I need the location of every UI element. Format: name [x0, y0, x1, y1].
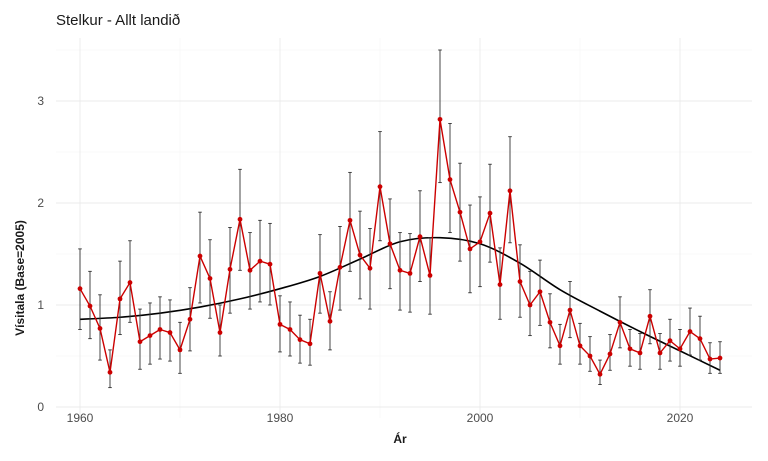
data-point — [347, 217, 353, 223]
data-point — [487, 210, 493, 216]
data-point — [547, 319, 553, 325]
data-point — [407, 270, 413, 276]
data-point — [207, 276, 213, 281]
data-point — [287, 327, 293, 332]
data-point — [87, 303, 93, 309]
data-point — [497, 282, 503, 287]
data-point — [367, 265, 373, 271]
data-point — [457, 209, 463, 215]
data-point — [327, 318, 333, 324]
data-point — [177, 347, 183, 353]
data-point — [257, 258, 263, 264]
data-point — [97, 326, 103, 331]
x-axis-title: Ár — [393, 431, 407, 446]
data-point — [687, 329, 693, 334]
data-point — [517, 279, 523, 284]
data-point — [537, 289, 543, 295]
x-tick-label: 1960 — [67, 411, 94, 425]
y-axis-title: Vísitala (Base=2005) — [13, 220, 27, 336]
data-point — [527, 302, 533, 308]
data-point — [477, 239, 483, 245]
data-point — [507, 188, 513, 194]
data-point — [697, 336, 703, 342]
data-point — [657, 350, 663, 356]
data-point — [567, 307, 573, 313]
data-point — [377, 184, 383, 190]
data-point — [637, 350, 643, 356]
data-point — [627, 346, 633, 352]
data-point — [677, 346, 683, 352]
data-point — [417, 234, 423, 240]
tick-labels: 1960 1980 2000 2020 0 1 2 3 — [37, 94, 693, 425]
data-point — [597, 371, 603, 377]
data-point — [267, 261, 273, 267]
data-point — [397, 267, 403, 273]
data-point — [77, 286, 83, 292]
data-point — [467, 246, 473, 252]
data-point — [277, 321, 283, 327]
data-point — [387, 241, 393, 247]
data-point — [647, 313, 653, 319]
data-point — [357, 252, 363, 258]
data-point — [557, 343, 563, 349]
y-tick-label: 2 — [37, 196, 44, 210]
data-point — [427, 273, 433, 278]
data-point — [157, 327, 163, 332]
data-point — [317, 270, 323, 276]
chart-title: Stelkur - Allt landið — [56, 12, 180, 29]
data-point — [337, 264, 343, 270]
x-tick-label: 2020 — [667, 411, 694, 425]
data-point — [437, 116, 443, 122]
data-point — [297, 337, 303, 343]
data-point — [187, 316, 193, 322]
y-tick-label: 1 — [37, 298, 44, 312]
data-point — [217, 330, 223, 335]
data-point — [237, 216, 243, 222]
data-point — [247, 267, 253, 273]
grid — [56, 38, 752, 418]
y-tick-label: 0 — [37, 400, 44, 414]
data-point — [227, 266, 233, 272]
data-point — [167, 330, 173, 335]
data-point — [127, 280, 133, 285]
data-point — [667, 338, 673, 344]
data-point — [577, 343, 583, 349]
data-point — [197, 253, 203, 259]
data-point — [147, 333, 153, 338]
x-tick-label: 2000 — [467, 411, 494, 425]
data-point — [607, 351, 613, 357]
data-point — [447, 177, 453, 182]
y-tick-label: 3 — [37, 94, 44, 108]
x-tick-label: 1980 — [267, 411, 294, 425]
data-point — [137, 339, 143, 345]
data-point — [587, 353, 593, 359]
data-point — [117, 296, 123, 302]
data-point — [707, 356, 713, 362]
error-bar — [438, 49, 442, 184]
index-series — [77, 116, 723, 377]
data-point — [717, 355, 723, 361]
data-point — [617, 319, 623, 325]
data-point — [107, 369, 113, 375]
data-point — [307, 341, 313, 347]
